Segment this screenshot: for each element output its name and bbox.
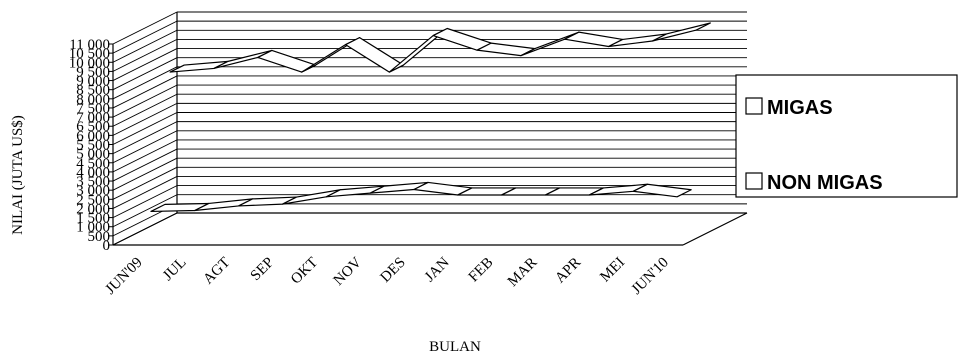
gridline-side bbox=[113, 30, 177, 62]
gridline-side bbox=[113, 213, 177, 245]
x-tick-label: JUN'10 bbox=[629, 255, 672, 298]
legend-label-migas: MIGAS bbox=[767, 97, 833, 119]
gridline-side bbox=[113, 176, 177, 208]
gridline-side bbox=[113, 167, 177, 199]
gridline-side bbox=[113, 76, 177, 108]
y-tick-label: 11 000 bbox=[69, 37, 110, 53]
gridline-side bbox=[113, 49, 177, 81]
x-tick-label: MEI bbox=[597, 255, 628, 286]
gridline-side bbox=[113, 21, 177, 53]
x-tick-label: OKT bbox=[288, 255, 321, 288]
legend-swatch-migas bbox=[746, 98, 762, 114]
ribbon-segment bbox=[521, 32, 579, 55]
legend-label-non-migas: NON MIGAS bbox=[767, 172, 883, 194]
gridline-side bbox=[113, 122, 177, 154]
gridline-side bbox=[113, 103, 177, 135]
series-migas bbox=[151, 182, 691, 211]
y-axis-label: NILAI (JUTA US$) bbox=[10, 115, 26, 235]
gridline-side bbox=[113, 12, 177, 44]
gridline-side bbox=[113, 67, 177, 99]
x-tick-label: DES bbox=[377, 255, 408, 286]
legend-swatch-non-migas bbox=[746, 173, 762, 189]
gridline-side bbox=[113, 158, 177, 190]
gridline-side bbox=[113, 131, 177, 163]
x-tick-label: JUL bbox=[160, 255, 190, 285]
gridline-side bbox=[113, 186, 177, 218]
legend: MIGAS NON MIGAS bbox=[736, 75, 957, 197]
x-tick-label: NOV bbox=[331, 254, 365, 288]
x-tick-label: SEP bbox=[248, 255, 278, 285]
x-tick-label: AGT bbox=[200, 255, 233, 288]
x-tick-label: MAR bbox=[505, 255, 540, 290]
x-tick-label: APR bbox=[552, 255, 584, 287]
gridlines bbox=[113, 12, 747, 245]
floor-right-edge bbox=[683, 213, 747, 245]
x-axis-label: BULAN bbox=[429, 339, 481, 355]
gridline-side bbox=[113, 149, 177, 181]
gridline-side bbox=[113, 39, 177, 71]
gridline-side bbox=[113, 85, 177, 117]
gridline-side bbox=[113, 113, 177, 145]
ribbon-segment bbox=[652, 23, 710, 41]
x-tick-label: FEB bbox=[466, 255, 497, 286]
x-tick-label: JAN bbox=[422, 254, 453, 285]
gridline-side bbox=[113, 58, 177, 90]
series-ribbons bbox=[151, 23, 711, 212]
gridline-side bbox=[113, 94, 177, 126]
chart-frame bbox=[113, 12, 747, 245]
x-tick-label: JUN'09 bbox=[102, 255, 145, 298]
gridline-side bbox=[113, 140, 177, 172]
